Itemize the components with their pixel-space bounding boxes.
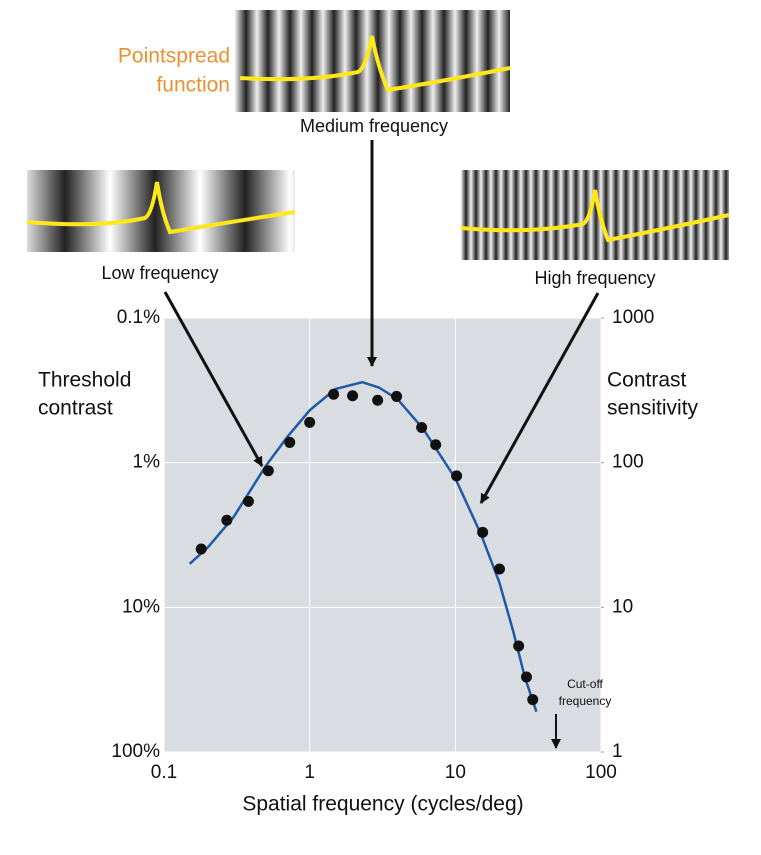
x-tick-label: 1: [304, 762, 315, 783]
marks: [188, 380, 539, 713]
data-point: [242, 495, 254, 507]
y-axis-label: Threshold: [38, 369, 131, 392]
data-point: [416, 422, 428, 434]
fit-line: [188, 380, 538, 713]
data-point: [477, 526, 489, 538]
y-axis-label: contrast: [38, 397, 113, 420]
y2-tick-label: 100: [612, 452, 644, 473]
grid: [163, 317, 602, 753]
data-point: [520, 671, 532, 683]
high-label: High frequency: [534, 268, 655, 288]
x-axis-label: Spatial frequency (cycles/deg): [242, 793, 523, 816]
data-point: [527, 694, 539, 706]
medium-grating: [235, 10, 510, 112]
psf-label: function: [156, 74, 230, 97]
y2-tick-label: 1: [612, 741, 623, 762]
y2-axis-label: sensitivity: [607, 397, 699, 420]
plot-area: [164, 318, 601, 752]
x-tick-label: 0.1: [151, 762, 177, 783]
data-point: [221, 514, 233, 526]
data-point: [347, 390, 359, 402]
psf-label: Pointspread: [118, 45, 230, 68]
arrow: [163, 291, 264, 467]
cutoff-label: frequency: [559, 694, 612, 708]
psf-curve: [239, 35, 511, 93]
data-point: [328, 388, 340, 400]
psf-curve: [26, 181, 296, 235]
data-point: [195, 543, 207, 555]
data-point: [304, 416, 316, 428]
data-point: [493, 563, 505, 575]
arrow: [479, 292, 600, 504]
data-point: [391, 390, 403, 402]
x-tick-label: 100: [585, 762, 617, 783]
y-tick-label: 0.1%: [117, 307, 160, 328]
y-tick-label: 100%: [111, 741, 160, 762]
data-point: [284, 436, 296, 448]
data-point: [451, 470, 463, 482]
data-point: [430, 439, 442, 451]
x-tick-label: 10: [445, 762, 466, 783]
data-point: [372, 394, 384, 406]
y-tick-label: 1%: [133, 452, 161, 473]
data-point: [262, 465, 274, 477]
y-tick-label: 10%: [122, 596, 160, 617]
low-label: Low frequency: [101, 263, 218, 283]
y2-tick-label: 10: [612, 596, 633, 617]
data-point: [513, 640, 525, 652]
high-grating: [461, 170, 729, 260]
cutoff-label: Cut-off: [567, 677, 603, 691]
y2-axis-label: Contrast: [607, 369, 687, 392]
psf-curve: [460, 189, 730, 243]
y2-tick-label: 1000: [612, 307, 654, 328]
medium-label: Medium frequency: [300, 116, 448, 136]
